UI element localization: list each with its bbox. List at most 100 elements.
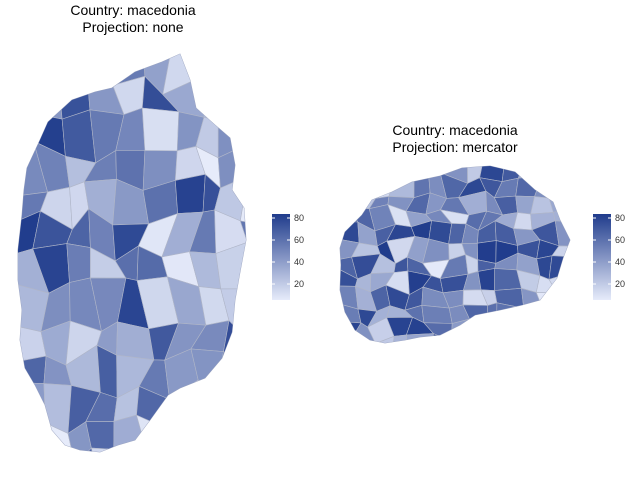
municipality-region <box>242 54 246 89</box>
municipality-region <box>349 341 381 343</box>
municipality-region <box>535 292 558 306</box>
municipality-region <box>239 220 246 254</box>
panel-title-none: Country: macedonia Projection: none <box>33 2 233 36</box>
municipality-region <box>568 245 570 260</box>
municipality-region <box>142 453 180 480</box>
municipality-region <box>275 345 301 386</box>
legend-tick-label: 20 <box>615 279 625 289</box>
municipality-region <box>273 50 301 88</box>
municipality-region <box>18 355 47 384</box>
municipality-region <box>517 166 543 179</box>
municipality-region <box>242 453 279 480</box>
municipality-region <box>216 387 245 430</box>
municipality-region <box>408 166 429 178</box>
municipality-region <box>243 385 246 430</box>
municipality-region <box>369 350 395 370</box>
municipality-region <box>461 351 488 370</box>
choropleth-map-mercator <box>338 165 590 370</box>
municipality-region <box>423 351 449 370</box>
municipality-region <box>571 273 590 293</box>
municipality-region <box>548 301 567 327</box>
municipality-region <box>502 352 520 370</box>
municipality-region <box>340 335 354 343</box>
municipality-region <box>548 166 570 177</box>
municipality-region <box>548 323 568 343</box>
legend-tick-label: 80 <box>294 213 304 223</box>
municipality-region <box>18 382 46 424</box>
municipality-region <box>532 166 561 177</box>
municipality-region <box>530 196 554 215</box>
municipality-region <box>497 332 524 343</box>
municipality-region <box>34 455 75 480</box>
municipality-region <box>392 334 409 343</box>
municipality-region <box>393 350 410 370</box>
municipality-region <box>66 243 91 283</box>
municipality-region <box>113 448 150 452</box>
municipality-region <box>568 207 570 223</box>
municipality-region <box>566 341 570 343</box>
municipality-region <box>85 54 115 89</box>
municipality-region <box>216 419 246 452</box>
municipality-region <box>551 335 569 343</box>
municipality-region <box>448 351 470 370</box>
municipality-region <box>548 196 570 213</box>
municipality-region <box>45 83 63 120</box>
municipality-region <box>423 166 441 174</box>
municipality-region <box>340 166 356 181</box>
panel-title-mercator: Country: macedonia Projection: mercator <box>355 122 555 156</box>
municipality-region <box>239 344 246 389</box>
municipality-region <box>496 320 525 343</box>
legend-colorbar <box>593 214 611 300</box>
municipality-region <box>18 413 50 452</box>
municipality-region <box>421 304 453 324</box>
municipality-region <box>569 166 570 183</box>
municipality-region <box>353 349 380 370</box>
municipality-region <box>18 54 47 89</box>
municipality-region <box>190 348 224 391</box>
legend-ticks <box>593 217 611 285</box>
municipality-region <box>479 319 499 340</box>
municipality-region <box>340 220 360 244</box>
municipality-region <box>280 161 301 195</box>
municipality-region <box>188 419 220 452</box>
municipality-region <box>568 256 570 280</box>
municipality-region <box>406 333 434 343</box>
municipality-region <box>534 173 561 199</box>
municipality-region <box>217 465 251 480</box>
municipality-region <box>242 81 246 125</box>
municipality-region <box>531 320 553 341</box>
municipality-region <box>352 178 376 199</box>
municipality-region <box>565 301 570 327</box>
municipality-region <box>340 178 354 200</box>
municipality-region <box>477 240 497 264</box>
legend-tick-label: 40 <box>294 257 304 267</box>
municipality-region <box>571 221 590 247</box>
municipality-region <box>276 79 301 112</box>
municipality-region <box>221 54 246 96</box>
municipality-region <box>141 107 180 152</box>
municipality-region <box>448 333 471 343</box>
municipality-region <box>15 455 49 480</box>
municipality-region <box>431 333 452 343</box>
municipality-region <box>273 453 301 480</box>
municipality-region <box>569 176 570 198</box>
municipality-region <box>43 383 72 434</box>
choropleth-map-none <box>15 50 301 480</box>
municipality-region <box>275 418 301 460</box>
title-country: Country: macedonia <box>392 122 518 138</box>
municipality-region <box>188 54 231 96</box>
legend-tick-label: 80 <box>615 213 625 223</box>
legend-ticks <box>272 217 290 285</box>
title-projection: Projection: mercator <box>392 139 518 155</box>
municipality-region <box>241 108 246 161</box>
municipality-region <box>523 320 537 343</box>
municipality-region <box>243 417 246 452</box>
municipality-region <box>338 349 362 370</box>
municipality-region <box>136 414 180 452</box>
municipality-region <box>523 303 542 322</box>
title-projection: Projection: none <box>82 19 184 35</box>
municipality-region <box>554 350 569 370</box>
municipality-region <box>18 78 51 118</box>
municipality-region <box>275 379 301 427</box>
